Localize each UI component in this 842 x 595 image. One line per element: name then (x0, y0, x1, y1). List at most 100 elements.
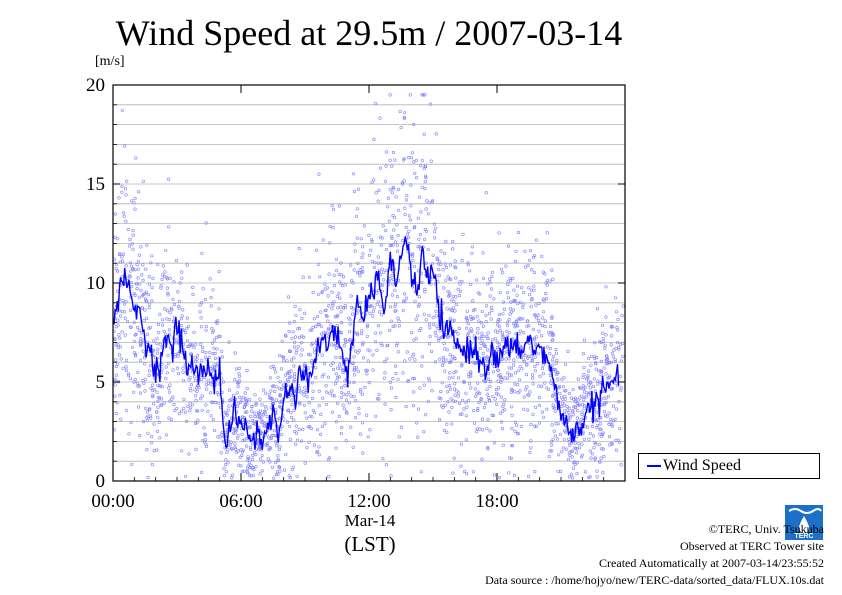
scatter-point (589, 354, 594, 358)
scatter-point (570, 449, 575, 453)
scatter-point (608, 443, 612, 447)
scatter-point (485, 426, 489, 430)
scatter-point (227, 404, 231, 408)
scatter-point (422, 312, 426, 316)
scatter-point (334, 420, 339, 424)
scatter-point (553, 406, 557, 410)
scatter-point (133, 196, 137, 201)
scatter-point (169, 306, 173, 310)
scatter-point (293, 304, 297, 309)
scatter-point (539, 334, 544, 338)
scatter-point (419, 164, 423, 168)
scatter-point (132, 320, 136, 324)
scatter-point (516, 383, 520, 387)
scatter-point (456, 376, 461, 380)
scatter-point (323, 287, 327, 291)
scatter-point (548, 279, 552, 283)
scatter-point (533, 470, 537, 474)
scatter-point (337, 204, 341, 208)
scatter-point (134, 354, 138, 358)
scatter-point (320, 290, 324, 295)
scatter-point (329, 363, 333, 367)
scatter-point (426, 248, 430, 252)
scatter-point (356, 331, 360, 335)
scatter-point (390, 293, 395, 297)
scatter-point (518, 329, 522, 333)
scatter-point (383, 402, 387, 406)
scatter-point (257, 412, 261, 416)
scatter-point (394, 240, 398, 244)
scatter-point (565, 408, 570, 412)
scatter-point (407, 214, 412, 218)
scatter-point (390, 191, 395, 195)
scatter-point (409, 204, 413, 208)
scatter-point (309, 426, 313, 431)
scatter-point (540, 367, 545, 371)
scatter-point (145, 316, 149, 321)
scatter-point (291, 465, 295, 469)
scatter-point (195, 354, 200, 358)
scatter-point (306, 425, 310, 429)
scatter-point (270, 434, 274, 438)
scatter-point (128, 377, 132, 381)
scatter-point (611, 325, 615, 329)
scatter-point (219, 451, 223, 455)
scatter-point (126, 227, 130, 232)
scatter-point (389, 474, 393, 478)
scatter-point (567, 391, 572, 396)
scatter-point (272, 476, 276, 480)
scatter-point (592, 377, 596, 381)
scatter-point (296, 345, 300, 349)
scatter-point (542, 299, 546, 303)
scatter-point (549, 440, 553, 444)
scatter-point (480, 417, 485, 421)
scatter-point (525, 363, 529, 367)
scatter-point (397, 324, 402, 328)
scatter-point (476, 408, 480, 413)
scatter-point (602, 410, 607, 414)
scatter-point (515, 293, 519, 297)
scatter-point (489, 317, 493, 321)
scatter-point (372, 178, 376, 182)
scatter-point (330, 204, 334, 208)
scatter-point (371, 314, 375, 318)
scatter-point (541, 372, 546, 376)
scatter-point (554, 347, 558, 352)
scatter-point (164, 365, 168, 369)
scatter-point (156, 262, 160, 267)
scatter-point (576, 398, 580, 402)
scatter-point (599, 416, 603, 420)
scatter-point (550, 443, 554, 447)
scatter-point (460, 398, 465, 403)
scatter-point (599, 456, 603, 460)
scatter-point (193, 356, 197, 360)
scatter-point (247, 460, 251, 465)
scatter-point (137, 190, 141, 194)
scatter-point (544, 291, 548, 296)
scatter-point (128, 325, 133, 329)
scatter-point (114, 358, 118, 362)
scatter-point (454, 276, 458, 280)
scatter-point (199, 325, 203, 329)
scatter-point (127, 432, 131, 436)
scatter-point (331, 226, 335, 230)
scatter-point (468, 269, 472, 273)
scatter-point (407, 229, 411, 233)
scatter-point (310, 359, 314, 363)
scatter-point (232, 431, 236, 435)
scatter-point (513, 429, 517, 433)
scatter-point (191, 285, 195, 290)
scatter-point (250, 466, 254, 470)
scatter-point (230, 476, 234, 480)
scatter-point (428, 326, 432, 330)
scatter-point (594, 362, 598, 366)
scatter-point (166, 291, 170, 295)
scatter-point (441, 361, 445, 365)
scatter-point (360, 286, 365, 291)
scatter-point (535, 316, 539, 320)
scatter-point (515, 284, 520, 288)
scatter-point (152, 402, 156, 406)
scatter-point (311, 290, 315, 295)
scatter-point (261, 413, 265, 417)
scatter-point (184, 331, 188, 335)
